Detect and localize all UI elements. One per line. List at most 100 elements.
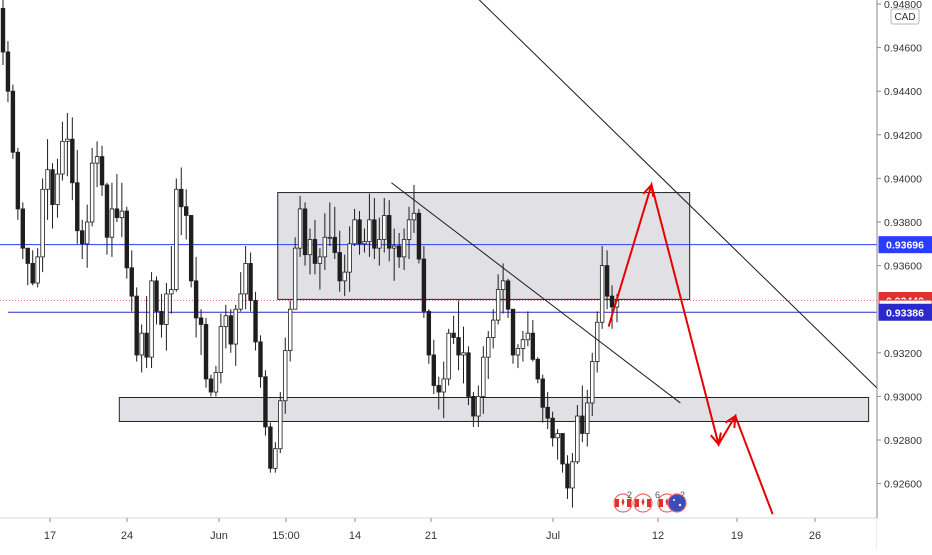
candle[interactable] — [352, 208, 357, 246]
candle[interactable] — [451, 315, 456, 345]
candle[interactable] — [505, 278, 511, 318]
candle[interactable] — [461, 326, 466, 384]
candle[interactable] — [585, 389, 590, 447]
candle[interactable] — [5, 41, 11, 103]
candle[interactable] — [55, 158, 60, 218]
candle[interactable] — [75, 150, 80, 244]
candle[interactable] — [297, 195, 303, 257]
candle[interactable] — [530, 320, 536, 362]
candle[interactable] — [35, 248, 40, 288]
candle[interactable] — [495, 274, 501, 325]
candle[interactable] — [471, 392, 476, 427]
candle[interactable] — [382, 198, 387, 253]
candle[interactable] — [575, 405, 580, 464]
candle[interactable] — [50, 163, 55, 229]
candle[interactable] — [144, 296, 149, 369]
candle[interactable] — [164, 283, 169, 351]
candle[interactable] — [357, 211, 362, 255]
purple-line-label[interactable]: 0.93386 — [878, 303, 932, 321]
candle[interactable] — [377, 217, 382, 266]
candle[interactable] — [441, 361, 446, 419]
candle[interactable] — [525, 311, 531, 347]
candle[interactable] — [104, 182, 110, 255]
candle[interactable] — [248, 252, 253, 312]
candle[interactable] — [60, 121, 65, 181]
candle[interactable] — [45, 139, 50, 220]
candle[interactable] — [545, 392, 550, 430]
blue-line-label[interactable]: 0.93696 — [878, 236, 932, 254]
candle[interactable] — [590, 352, 595, 417]
long-trendline[interactable] — [434, 0, 880, 391]
candle[interactable] — [337, 230, 342, 292]
candle[interactable] — [119, 182, 125, 238]
candle[interactable] — [15, 147, 21, 220]
candle[interactable] — [198, 309, 204, 355]
candle[interactable] — [184, 189, 189, 240]
price-axis[interactable]: 0.94800 0.94600 0.94400 0.94200 0.94000 0.938… — [877, 0, 922, 491]
candle[interactable] — [292, 237, 298, 310]
economic-event-icons[interactable]: 2 6 2 — [613, 490, 687, 513]
candle[interactable] — [580, 385, 585, 443]
candle[interactable] — [565, 455, 570, 499]
candle[interactable] — [263, 370, 268, 436]
candle[interactable] — [367, 193, 372, 257]
short-trendline[interactable] — [391, 182, 681, 404]
candle[interactable] — [258, 335, 263, 388]
support-zone[interactable] — [118, 396, 870, 422]
candle[interactable] — [0, 0, 6, 66]
candle[interactable] — [25, 247, 30, 286]
candle[interactable] — [426, 309, 432, 364]
candle[interactable] — [149, 272, 154, 369]
candle[interactable] — [10, 84, 16, 159]
candle[interactable] — [283, 337, 288, 414]
candle[interactable] — [362, 228, 367, 253]
candle[interactable] — [560, 433, 565, 473]
ca-flag-icon[interactable] — [613, 493, 633, 513]
candle[interactable] — [604, 250, 610, 310]
candle[interactable] — [159, 293, 164, 338]
candle[interactable] — [481, 346, 486, 414]
candle[interactable] — [124, 206, 129, 279]
candle[interactable] — [89, 147, 95, 227]
candle[interactable] — [421, 245, 427, 318]
candle[interactable] — [570, 453, 575, 508]
candle[interactable] — [188, 215, 194, 288]
au-flag-icon[interactable] — [667, 493, 687, 513]
candle[interactable] — [203, 317, 209, 388]
candle[interactable] — [70, 117, 75, 201]
candle[interactable] — [174, 178, 179, 292]
candle[interactable] — [129, 250, 134, 312]
time-axis[interactable]: 17 24 Jun 15:00 14 21 Jul 12 19 26 — [44, 518, 821, 542]
candle[interactable] — [491, 309, 496, 349]
candle[interactable] — [30, 250, 35, 286]
candle[interactable] — [40, 178, 45, 273]
candle[interactable] — [228, 309, 233, 353]
candle[interactable] — [179, 167, 184, 236]
candle[interactable] — [139, 324, 144, 373]
candle[interactable] — [466, 346, 471, 406]
candle[interactable] — [322, 213, 328, 270]
candle[interactable] — [510, 308, 516, 364]
candle[interactable] — [609, 285, 615, 329]
candle[interactable] — [594, 311, 600, 373]
candle[interactable] — [114, 174, 120, 222]
candle[interactable] — [218, 313, 224, 384]
candle[interactable] — [416, 208, 422, 264]
ca-flag-icon[interactable] — [633, 493, 653, 513]
candle[interactable] — [332, 206, 337, 260]
candle[interactable] — [84, 204, 90, 268]
candle[interactable] — [193, 256, 199, 338]
candle[interactable] — [317, 248, 323, 290]
candle[interactable] — [550, 411, 555, 447]
candle[interactable] — [411, 184, 417, 233]
candle[interactable] — [273, 442, 278, 473]
candle[interactable] — [436, 376, 441, 410]
candle[interactable] — [169, 245, 174, 314]
candle[interactable] — [342, 254, 347, 297]
candle[interactable] — [268, 422, 273, 473]
candle[interactable] — [80, 219, 85, 260]
candle[interactable] — [223, 304, 229, 349]
candle[interactable] — [396, 232, 402, 268]
